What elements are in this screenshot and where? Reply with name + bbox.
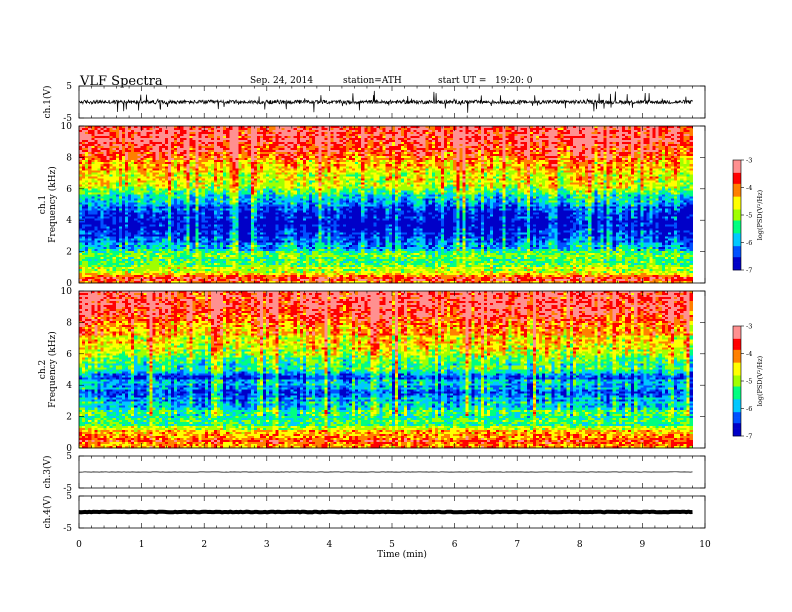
ch2-spectrogram-colorbar-label: log(PSD(V²/Hz) (756, 355, 764, 406)
ch4-waveform-trace (79, 512, 693, 513)
header-date: Sep. 24, 2014 (250, 76, 313, 86)
header-start-time: start UT = 19:20: 0 (438, 76, 533, 86)
time-tick-label: 9 (640, 540, 646, 550)
ch2-spectrogram-colorbar-tick-label: -3 (746, 323, 752, 331)
time-tick-label: 1 (139, 540, 145, 550)
ch1-spectrogram-colorbar-label: log(PSD(V²/Hz) (756, 189, 764, 240)
ch2-spectrogram-ylabel: ch.2 (38, 360, 48, 379)
ch1-colorbar: -3 -4 -5 -6 -7 log(PSD(V²/Hz) (733, 157, 764, 275)
time-tick-label: 10 (699, 540, 711, 550)
time-tick-label: 4 (327, 540, 333, 550)
ch2-spectrogram-colorbar-tick-label: -5 (746, 378, 752, 386)
ch2-spectrogram-ytick-label: 2 (66, 413, 72, 423)
ch1-spectrogram-ylabel: ch.1 (38, 195, 48, 214)
ch4-waveform-panel: 5 -5 ch.4(V) (42, 492, 705, 534)
ch4-waveform-ylabel: ch.4(V) (42, 496, 53, 529)
ch1-spectrogram-ylabel: Frequency (kHz) (47, 166, 58, 243)
ch2-spectrogram-cells (79, 291, 693, 448)
ch1-spectrogram-ytick-label: 8 (66, 153, 72, 163)
ch2-spectrogram-colorbar-tick-label: -6 (746, 405, 752, 413)
ch1-spectrogram-colorbar-tick-label: -6 (746, 239, 752, 247)
ch1-waveform-panel: 5-5ch.1(V) (42, 82, 705, 124)
ch1-spectrogram-colorbar-tick-label: -5 (746, 212, 752, 220)
time-axis-label: Time (min) (377, 549, 427, 560)
ch1-waveform-ytick-label: 5 (66, 82, 72, 92)
ch2-spectrogram-colorbar-tick-label: -4 (746, 350, 752, 358)
time-tick-label: 6 (452, 540, 458, 550)
time-tick-label: 2 (201, 540, 207, 550)
ch2-spectrogram-ytick-label: 6 (66, 350, 72, 360)
ch2-spectrogram-ytick-label: 4 (66, 381, 72, 391)
ch1-spectrogram-cells (79, 126, 693, 283)
header-station: station=ATH (343, 76, 402, 86)
ch4-waveform-ytick-label: 5 (66, 492, 72, 502)
ch1-waveform-ylabel: ch.1(V) (42, 86, 53, 119)
time-tick-label: 5 (389, 540, 395, 550)
ch2-spectrogram-ytick-label: 10 (61, 287, 73, 297)
ch1-spectrogram-colorbar-tick-label: -4 (746, 184, 752, 192)
ch4-waveform-ytick-label: -5 (63, 524, 72, 534)
time-tick-label: 3 (264, 540, 270, 550)
ch1-spectrogram-ytick-label: 2 (66, 248, 72, 258)
ch2-spectrogram-colorbar-tick-label: -7 (746, 433, 752, 441)
ch2-spectrogram-ylabel: Frequency (kHz) (47, 331, 58, 408)
time-tick-label: 7 (514, 540, 520, 550)
time-axis: 0 1 2 3 4 5 6 7 8 9 10 (76, 540, 711, 550)
ch2-spectrogram-ytick-label: 8 (66, 318, 72, 328)
ch3-waveform-panel: 5-5ch.3(V) (42, 452, 705, 494)
ch1-spectrogram-ytick-label: 4 (66, 216, 72, 226)
ch1-waveform-trace (79, 91, 693, 113)
ch3-waveform-ylabel: ch.3(V) (42, 456, 53, 489)
ch1-spectrogram-colorbar-tick-label: -7 (746, 267, 752, 275)
ch1-spectrogram-ytick-label: 10 (61, 122, 73, 132)
ch2-colorbar: -3 -4 -5 -6 -7 log(PSD(V²/Hz) (733, 323, 764, 441)
time-tick-label: 0 (76, 540, 82, 550)
ch3-waveform-ytick-label: 5 (66, 452, 72, 462)
ch1-spectrogram-ytick-label: 6 (66, 185, 72, 195)
time-tick-label: 8 (577, 540, 583, 550)
ch1-spectrogram-colorbar-tick-label: -3 (746, 157, 752, 165)
